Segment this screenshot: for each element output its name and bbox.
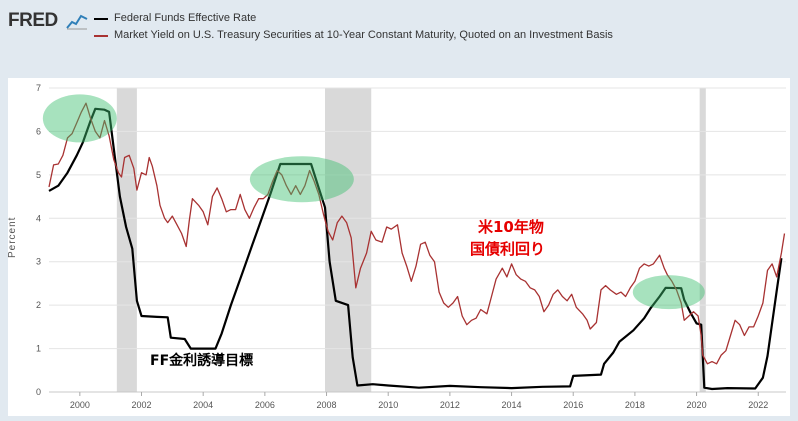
x-tick-label-2018: 2018 — [625, 400, 645, 410]
plot-background — [8, 78, 790, 416]
y-tick-label-2: 2 — [36, 300, 41, 310]
legend-item-treasury10y[interactable]: Market Yield on U.S. Treasury Securities… — [94, 27, 613, 44]
highlight-ellipse-1 — [249, 156, 354, 203]
y-tick-label-1: 1 — [36, 344, 41, 354]
chart-line-icon — [66, 14, 88, 30]
x-tick-label-2000: 2000 — [70, 400, 90, 410]
y-tick-label-0: 0 — [36, 387, 41, 397]
series-line-treasury10y — [48, 102, 786, 365]
highlight-ellipse-2 — [632, 275, 705, 310]
legend-swatch-treasury10y — [94, 34, 108, 37]
series-line-ffr — [48, 107, 783, 391]
x-tick-label-2012: 2012 — [440, 400, 460, 410]
legend-label-ffr: Federal Funds Effective Rate — [114, 12, 257, 24]
recession-band-0 — [116, 88, 137, 392]
x-tick-label-2016: 2016 — [563, 400, 583, 410]
x-tick-label-2004: 2004 — [193, 400, 213, 410]
x-tick-label-2006: 2006 — [255, 400, 275, 410]
y-axis-label: Percent — [7, 216, 18, 258]
x-tick-label-2020: 2020 — [687, 400, 707, 410]
y-tick-label-5: 5 — [36, 170, 41, 180]
highlight-ellipse-0 — [42, 94, 117, 143]
y-tick-label-6: 6 — [36, 126, 41, 136]
y-tick-label-3: 3 — [36, 257, 41, 267]
ffr-annotation: FF金利誘導目標 — [150, 353, 254, 369]
recession-band-2 — [699, 88, 706, 392]
x-tick-label-2008: 2008 — [317, 400, 337, 410]
x-tick-label-2010: 2010 — [378, 400, 398, 410]
legend-item-ffr[interactable]: Federal Funds Effective Rate — [94, 10, 613, 27]
chart-header: FRED Federal Funds Effective Rate Market… — [8, 6, 788, 54]
x-tick-label-2022: 2022 — [748, 400, 768, 410]
x-tick-label-2002: 2002 — [131, 400, 151, 410]
chart-legend: Federal Funds Effective Rate Market Yiel… — [94, 10, 613, 44]
legend-label-treasury10y: Market Yield on U.S. Treasury Securities… — [114, 29, 613, 41]
x-tick-label-2014: 2014 — [502, 400, 522, 410]
y-tick-label-4: 4 — [36, 213, 41, 223]
fred-logo[interactable]: FRED — [8, 10, 58, 31]
treasury-annotation-line1: 米10年物 — [478, 218, 544, 236]
treasury-annotation-line2: 国債利回り — [470, 240, 546, 258]
legend-swatch-ffr — [94, 17, 108, 20]
recession-band-1 — [324, 88, 372, 392]
y-tick-label-7: 7 — [36, 83, 41, 93]
